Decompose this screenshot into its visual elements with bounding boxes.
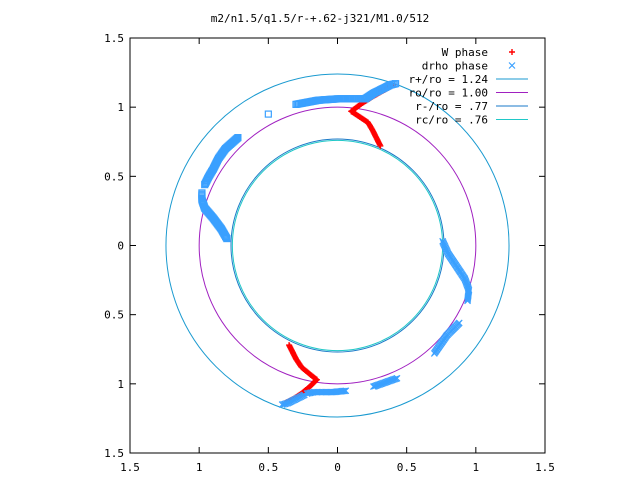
x-tick-label: 0 — [334, 461, 341, 474]
x-tick-label: 1 — [473, 461, 480, 474]
legend-label: rc/ro = .76 — [415, 114, 488, 127]
y-tick-label: 1.5 — [104, 447, 124, 460]
x-tick-label: 1 — [196, 461, 203, 474]
w-phase-point — [377, 142, 384, 149]
y-tick-label: 1.5 — [104, 32, 124, 45]
radius-circle — [231, 139, 444, 352]
radius-circle — [165, 73, 510, 418]
y-tick-label: 0 — [117, 240, 124, 253]
w-phase-point — [509, 49, 515, 55]
drho-phase-point — [508, 62, 516, 69]
y-tick-label: 1 — [117, 378, 124, 391]
drho-phase-point — [464, 294, 472, 302]
y-tick-label: 0.5 — [104, 170, 124, 183]
drho-phase-point — [464, 297, 471, 305]
legend-label: W phase — [442, 46, 488, 59]
legend-label: r-/ro = .77 — [415, 100, 488, 113]
radius-circle — [198, 106, 477, 385]
x-tick-label: 1.5 — [120, 461, 140, 474]
x-tick-label: 0.5 — [397, 461, 417, 474]
axis-ticks: 1.5 1 0.5 0 0.5 1 1.51.510.500.511.5 — [104, 32, 555, 474]
x-tick-label: 0.5 — [258, 461, 278, 474]
drho-phase-point — [430, 349, 438, 357]
drho-square-point — [392, 80, 400, 88]
chart-title: m2/n1.5/q1.5/r-+.62-j321/M1.0/512 — [211, 12, 430, 25]
drho-square-point — [232, 135, 240, 143]
drho-square-point — [264, 110, 272, 118]
drho-square-point — [198, 189, 206, 197]
drho-phase-point — [278, 401, 286, 409]
drho-phase-point — [370, 383, 377, 391]
drho-square-point — [233, 134, 241, 143]
drho-phase-point — [280, 400, 287, 408]
drho-phase-point — [464, 296, 472, 304]
legend-label: r+/ro = 1.24 — [409, 73, 489, 86]
drho-square-point — [234, 134, 242, 142]
y-tick-label: 1 — [117, 101, 124, 114]
phase-markers — [198, 80, 473, 409]
legend-label: drho phase — [422, 60, 488, 73]
drho-phase-point — [305, 389, 312, 397]
x-tick-label: 1.5 — [535, 461, 555, 474]
w-phase-point — [286, 342, 293, 349]
y-tick-label: 0.5 — [104, 309, 124, 322]
legend-label: ro/ro = 1.00 — [409, 87, 488, 100]
